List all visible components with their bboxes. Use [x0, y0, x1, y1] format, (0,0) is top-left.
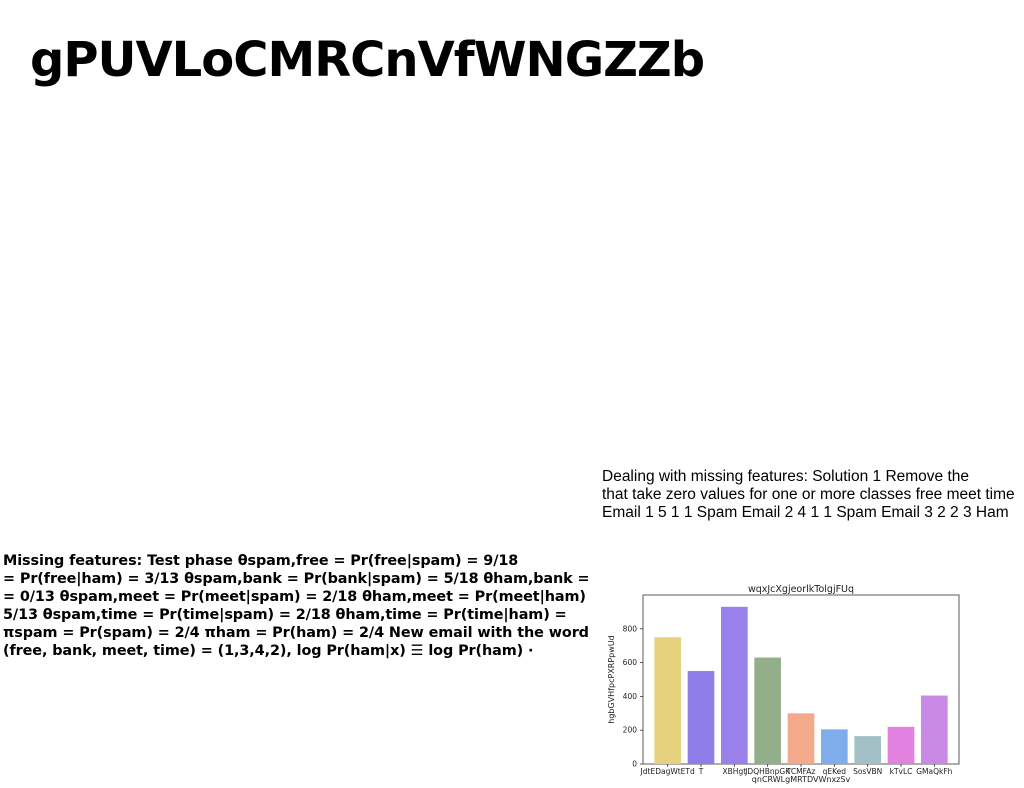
text-line: (free, bank, meet, time) = (1,3,4,2), lo…	[3, 643, 534, 659]
x-tick-label: SosVBN	[853, 767, 882, 776]
x-tick-label: JdtEDagWtETd	[640, 767, 695, 776]
bar	[821, 729, 848, 764]
bar	[687, 671, 715, 764]
text-line: = Pr(free|ham) = 3/13 θspam,bank = Pr(ba…	[3, 571, 588, 587]
x-tick-label: XBHgt	[723, 767, 747, 776]
text-line: πspam = Pr(spam) = 2/4 πham = Pr(ham) = …	[3, 625, 588, 641]
y-tick-label: 600	[623, 658, 638, 667]
bar	[654, 637, 681, 764]
x-tick-label: kTvLC	[890, 767, 913, 776]
page-title: gPUVLoCMRCnVfWNGZZb	[30, 32, 705, 88]
text-line: = 0/13 θspam,meet = Pr(meet|spam) = 2/18…	[3, 589, 586, 605]
test-phase-text: Missing features: Test phase θspam,free …	[3, 552, 588, 660]
y-tick-label: 200	[623, 726, 638, 735]
bar	[887, 726, 915, 764]
missing-features-solution-text: Dealing with missing features: Solution …	[602, 468, 1024, 522]
text-line: Email 1 5 1 1 Spam Email 2 4 1 1 Spam Em…	[602, 504, 1009, 521]
y-tick-label: 0	[632, 760, 637, 769]
x-axis-label: qnCRWLgMRTDVWnxzSv	[752, 775, 851, 784]
x-tick-label: qEKed	[823, 767, 847, 776]
y-axis-label: hgbGVHfpcPXRPpwUd	[607, 635, 616, 723]
text-line: Missing features: Test phase θspam,free …	[3, 553, 519, 569]
bar	[854, 736, 881, 764]
x-tick-label: T	[698, 767, 704, 776]
bar	[721, 606, 748, 764]
x-tick-label: GMaQkFh	[916, 767, 952, 776]
chart-title: wqxJcXgjeorlkTolgjFUq	[748, 584, 854, 595]
bar-chart-svg: wqxJcXgjeorlkTolgjFUq hgbGVHfpcPXRPpwUd …	[607, 584, 960, 784]
y-tick-label: 800	[623, 624, 638, 633]
bar	[754, 657, 781, 764]
text-line: Dealing with missing features: Solution …	[602, 468, 970, 485]
text-line: 5/13 θspam,time = Pr(time|spam) = 2/18 θ…	[3, 607, 567, 623]
y-tick-label: 400	[623, 692, 638, 701]
bar	[787, 713, 815, 764]
bar	[921, 695, 948, 764]
x-tick-label: JDQHBnpGK	[744, 767, 791, 776]
text-line: that take zero values for one or more cl…	[602, 486, 1015, 503]
bar-chart: wqxJcXgjeorlkTolgjFUq hgbGVHfpcPXRPpwUd …	[600, 578, 970, 788]
x-tick-label: TCMFAz	[786, 767, 816, 776]
